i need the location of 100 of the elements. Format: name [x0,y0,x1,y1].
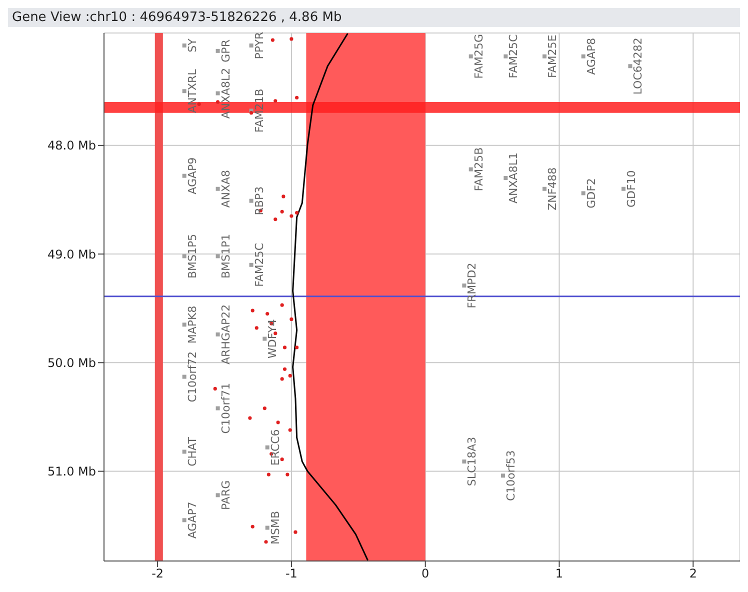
data-label: BMS1P1 [219,234,232,279]
point [295,210,299,215]
point [280,458,284,462]
point [197,102,201,106]
data-label: MAPK8 [186,306,199,344]
x-tick-label: 1 [555,566,564,581]
data-label: ANXA8 [219,170,232,208]
point [182,374,186,379]
data-label: GDF10 [625,170,638,208]
point [250,308,254,312]
point [249,111,254,115]
point [216,91,220,96]
point [182,518,186,522]
point [290,317,294,322]
data-label: ANXA8L1 [507,152,520,204]
point [286,472,290,476]
data-label: FAM25E [546,34,560,78]
data-label: PPYR [252,31,266,60]
point [280,210,284,214]
point [504,54,508,58]
point [182,174,186,178]
y-tick-label: 49.0 Mb [47,247,96,262]
data-label: AGAP9 [186,157,199,194]
data-label: LOC64282 [632,38,645,95]
point [216,48,220,53]
point [280,303,284,307]
point [249,262,254,267]
x-tick-label: 2 [689,566,697,581]
point [290,37,294,41]
x-tick-label: 0 [422,566,430,581]
point [249,43,254,48]
point [264,540,268,544]
data-label: ANXA8L2 [219,68,232,119]
point [276,420,280,424]
point [182,89,186,94]
data-label: C10orf72 [186,351,199,402]
point [628,64,632,68]
data-label: FAM25B [472,147,486,192]
data-label: C10orf53 [504,450,518,502]
point [216,406,220,410]
data-label: GDF2 [584,178,598,208]
data-label: AGAP7 [186,502,199,539]
point [622,186,626,191]
point [581,191,586,196]
point [274,99,278,103]
point [262,336,267,341]
point [294,530,298,534]
point [265,445,270,450]
y-tick-label: 51.0 Mb [47,464,96,479]
point [504,176,508,180]
point [182,450,186,454]
point [216,254,220,258]
data-label: ARHGAP22 [219,304,232,364]
y-tick-label: 48.0 Mb [47,138,96,153]
point [542,186,547,191]
data-label: RBP3 [252,186,266,216]
point [274,217,278,222]
data-label: SY [186,38,199,52]
point [542,54,547,58]
point [290,214,294,218]
point [254,326,258,330]
data-label: GPR [219,39,232,62]
chart-title: Gene View :chr10 : 46964973-51826226 , 4.86 Mb [8,8,740,27]
point [468,167,473,172]
point [250,524,254,528]
data-label: ANTXRL [186,68,199,113]
point [216,493,220,498]
point [266,312,270,316]
data-label: BMS1P5 [186,234,199,279]
point [262,406,266,410]
data-label: ERCC6 [268,429,282,466]
data-label: ZNF488 [546,167,560,210]
data-label: FAM25G [472,34,486,79]
point [182,254,186,258]
point [581,54,586,58]
point [182,322,186,327]
x-tick-label: -2 [152,566,164,581]
data-label: AGAP8 [584,38,598,75]
point [270,38,275,42]
point [501,474,506,478]
point [248,416,252,420]
point [213,386,217,391]
data-label: FAM25C [252,242,266,287]
point [249,198,254,203]
point [462,284,466,288]
point [288,428,292,432]
data-label: FAM21B [252,88,266,133]
x-tick-label: -1 [285,566,298,581]
data-label: CHAT [186,436,199,466]
point [282,367,287,371]
data-label: SLC18A3 [466,436,479,486]
data-label: C10orf71 [219,382,232,434]
point [462,460,466,464]
data-label: FAM25C [507,34,520,78]
data-label: FRMPD2 [466,262,479,308]
point [280,377,284,381]
point [265,526,270,530]
line-series [292,33,369,561]
point [295,96,299,100]
point [282,194,286,198]
